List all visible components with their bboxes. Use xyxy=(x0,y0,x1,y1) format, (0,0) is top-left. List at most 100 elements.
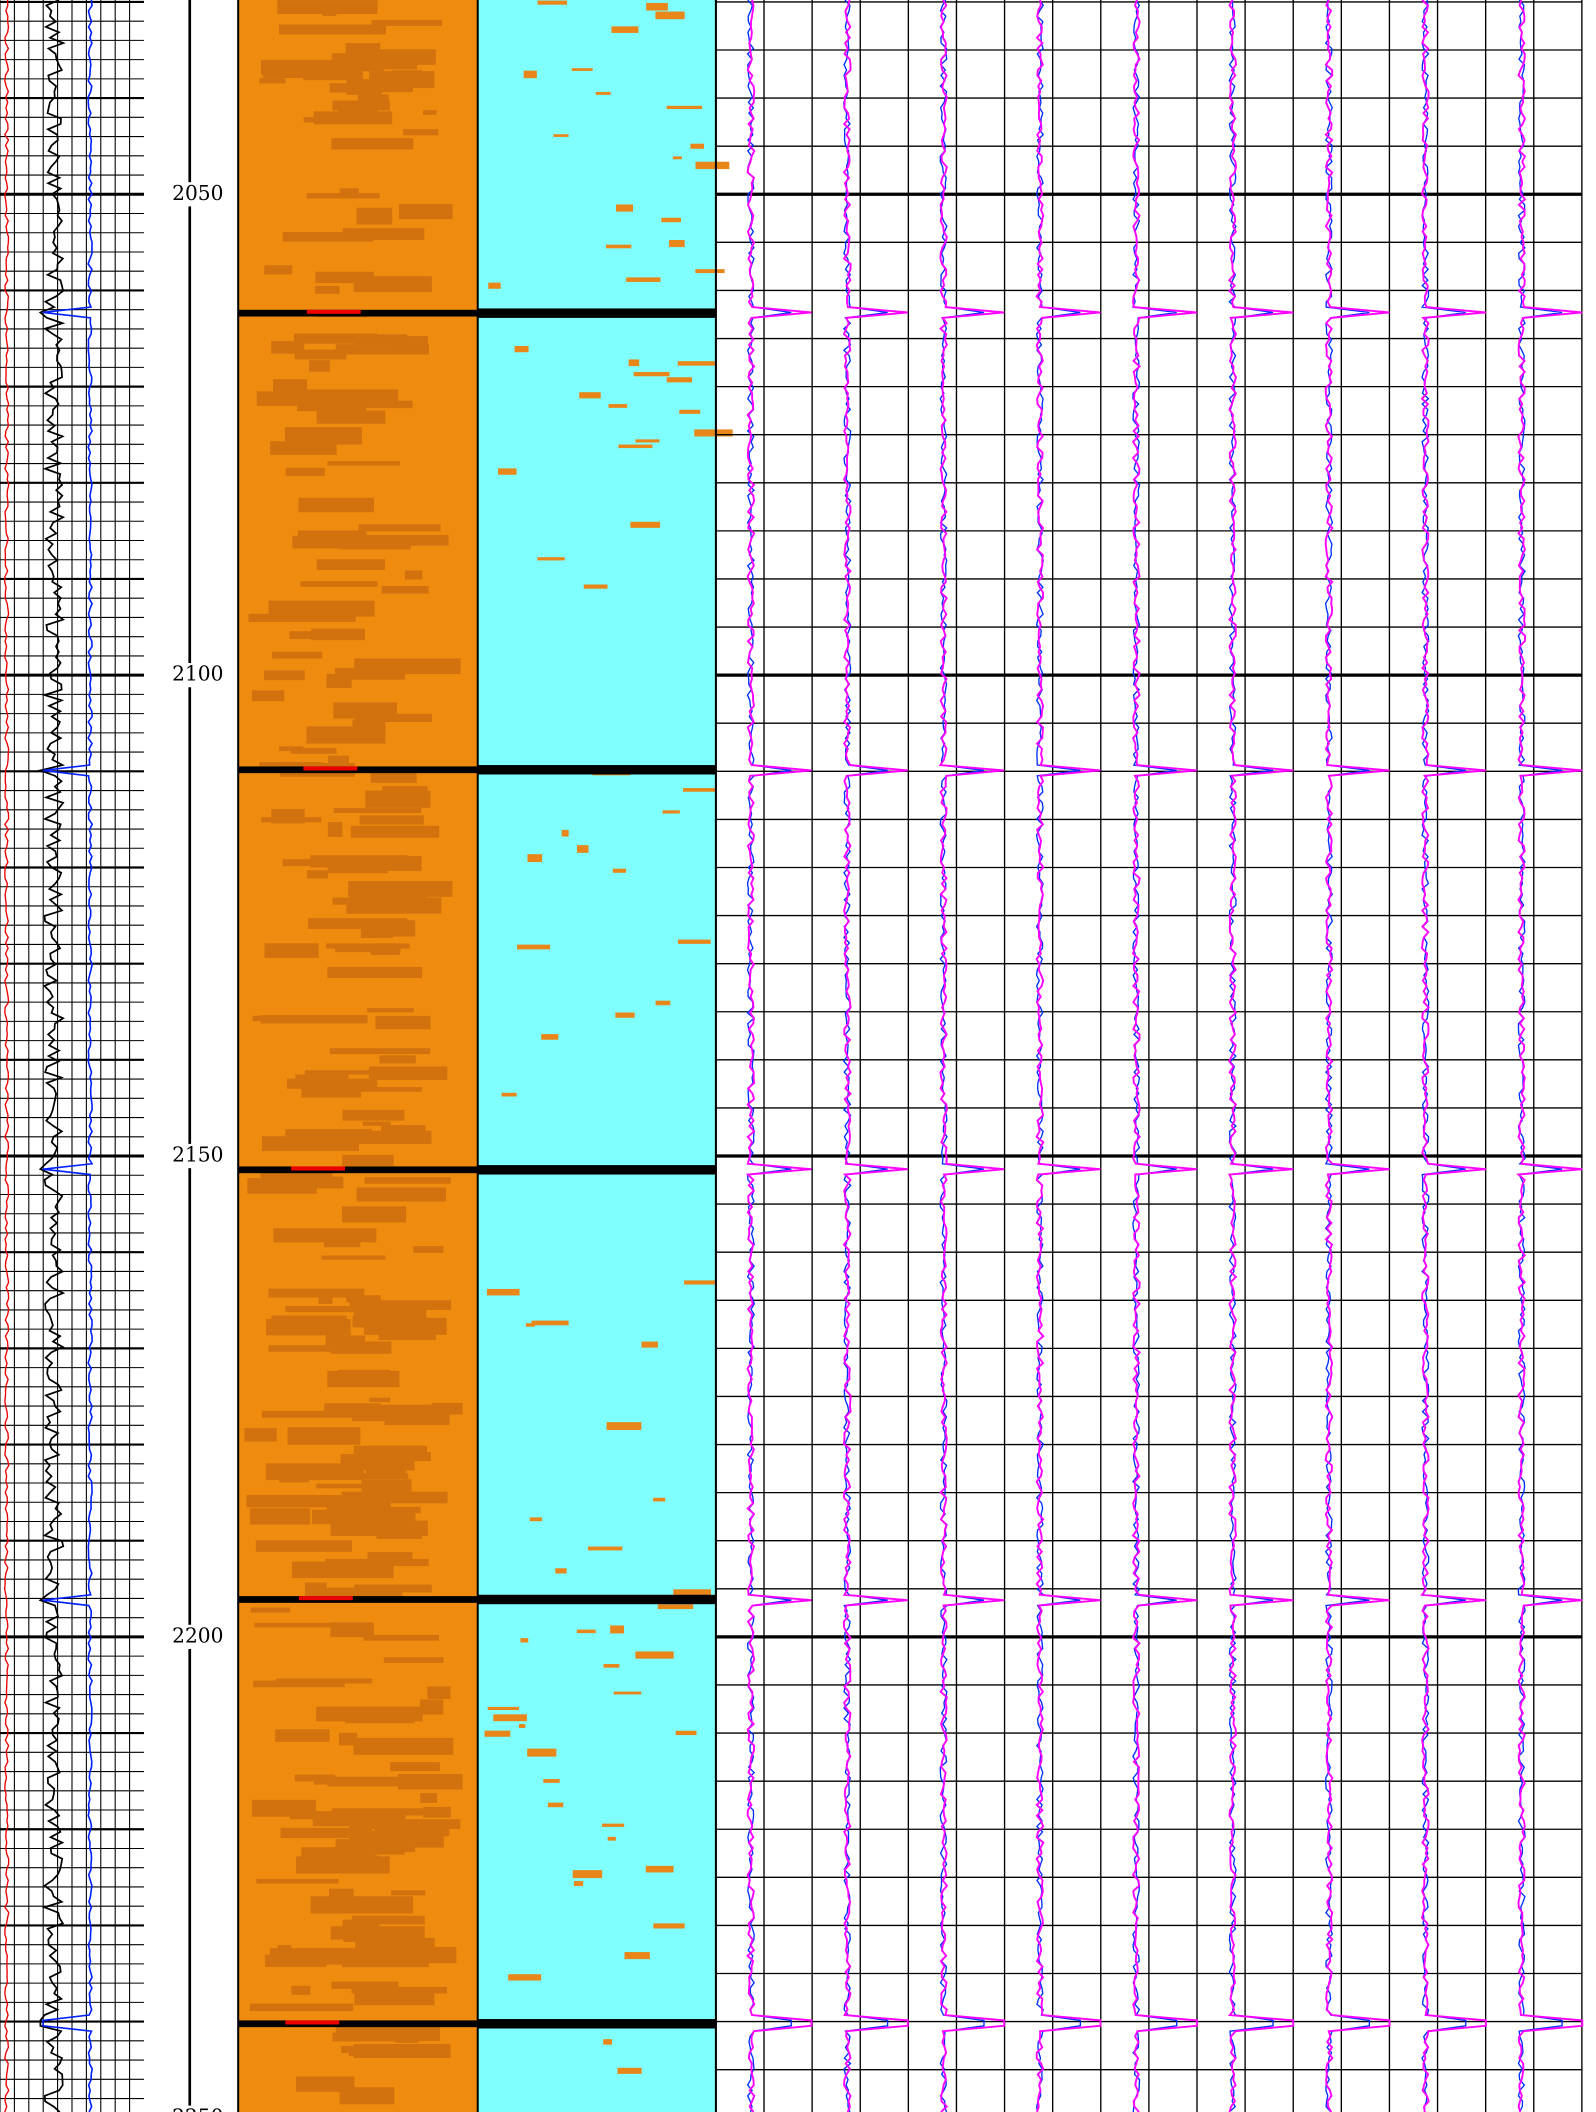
speck xyxy=(573,1881,584,1887)
dark-patch xyxy=(308,918,408,929)
dark-patch xyxy=(367,1008,414,1013)
dark-patch xyxy=(327,822,343,837)
log-curve xyxy=(1516,0,1584,2112)
dark-patch xyxy=(376,1534,422,1539)
curves xyxy=(4,0,1584,2112)
dark-patch xyxy=(398,204,453,220)
dark-patch xyxy=(403,129,439,136)
speck xyxy=(605,244,632,249)
event-band xyxy=(477,1165,716,1175)
dark-patch xyxy=(327,966,423,978)
speck xyxy=(683,788,716,792)
speck xyxy=(529,1517,542,1522)
log-curve xyxy=(842,0,909,2112)
dark-patch xyxy=(279,24,387,35)
dark-patch xyxy=(282,232,374,242)
dark-patch xyxy=(370,771,417,783)
speck xyxy=(655,11,685,20)
dark-patch xyxy=(271,1315,347,1321)
speck xyxy=(616,204,634,212)
dark-patch xyxy=(333,808,422,814)
dark-patch xyxy=(364,1177,451,1184)
dark-patch xyxy=(312,1815,406,1827)
dark-patch xyxy=(259,762,324,767)
speck xyxy=(579,392,601,399)
dark-patch xyxy=(304,1070,390,1075)
dark-patch xyxy=(271,809,305,824)
dark-patch xyxy=(371,20,443,26)
patches xyxy=(238,0,733,2105)
dark-patch xyxy=(338,108,378,115)
speck xyxy=(547,1802,564,1808)
dark-patch xyxy=(332,100,390,111)
dark-patch xyxy=(334,667,405,680)
dark-patch xyxy=(349,1825,373,1842)
dark-patch xyxy=(263,670,305,681)
event-red xyxy=(285,2020,340,2025)
dark-patch xyxy=(271,341,305,354)
dark-patch xyxy=(268,1288,365,1298)
dark-patch xyxy=(361,1479,412,1494)
dark-patch xyxy=(261,1136,359,1152)
dark-patch xyxy=(362,1121,391,1126)
speck xyxy=(517,944,551,950)
dark-patch xyxy=(272,651,323,659)
dark-patch xyxy=(394,1452,431,1462)
log-curve xyxy=(1420,0,1467,2112)
dark-patch xyxy=(311,1509,416,1525)
speck xyxy=(531,1320,569,1326)
speck xyxy=(613,1691,642,1695)
dark-patch xyxy=(282,859,311,867)
label-bg xyxy=(165,1624,231,1650)
speck xyxy=(662,810,680,814)
dark-patch xyxy=(338,1732,358,1746)
speck xyxy=(603,1664,620,1668)
speck xyxy=(661,217,681,223)
dark-patch xyxy=(431,1402,463,1415)
dark-patch xyxy=(345,43,381,56)
depth-label: 2100 xyxy=(172,662,223,686)
dark-patch xyxy=(250,1607,291,1613)
speck xyxy=(553,134,569,137)
dark-patch xyxy=(302,65,363,81)
dark-patch xyxy=(354,334,408,345)
dark-patch xyxy=(422,110,437,115)
dark-patch xyxy=(318,1292,333,1304)
dark-patch xyxy=(287,1427,361,1445)
label-bg xyxy=(165,182,231,207)
speck xyxy=(523,70,537,79)
speck xyxy=(520,1638,529,1643)
dark-patch xyxy=(251,690,285,702)
speck xyxy=(537,557,565,561)
log-curve xyxy=(42,0,94,2112)
dark-patch xyxy=(251,1799,317,1817)
dark-patch xyxy=(247,1178,317,1194)
speck xyxy=(641,1341,658,1348)
dark-patch xyxy=(253,1680,345,1688)
dark-patch xyxy=(350,825,440,838)
speck xyxy=(606,1422,642,1430)
log-curve xyxy=(1228,0,1274,2112)
dark-patch xyxy=(327,1776,404,1787)
dark-patch xyxy=(329,400,413,409)
dark-patch xyxy=(275,1729,330,1742)
dark-patch xyxy=(350,1087,423,1092)
dark-patch xyxy=(342,228,425,241)
dark-patch xyxy=(353,1445,428,1455)
speck xyxy=(617,2067,642,2074)
dark-patch xyxy=(265,1954,327,1967)
speck xyxy=(607,1836,616,1841)
speck xyxy=(488,282,501,289)
log-curve xyxy=(1035,0,1102,2112)
dark-patch xyxy=(331,1808,431,1816)
dark-patch xyxy=(348,881,453,897)
depth-label: 2050 xyxy=(172,181,223,205)
log-curve xyxy=(1324,0,1391,2112)
dark-patch xyxy=(256,1878,339,1884)
dark-patch xyxy=(297,530,367,540)
speck xyxy=(675,1730,697,1736)
dark-patch xyxy=(295,1074,349,1080)
event-red xyxy=(303,766,358,771)
dark-patch xyxy=(264,265,293,275)
dark-patch xyxy=(309,360,330,372)
